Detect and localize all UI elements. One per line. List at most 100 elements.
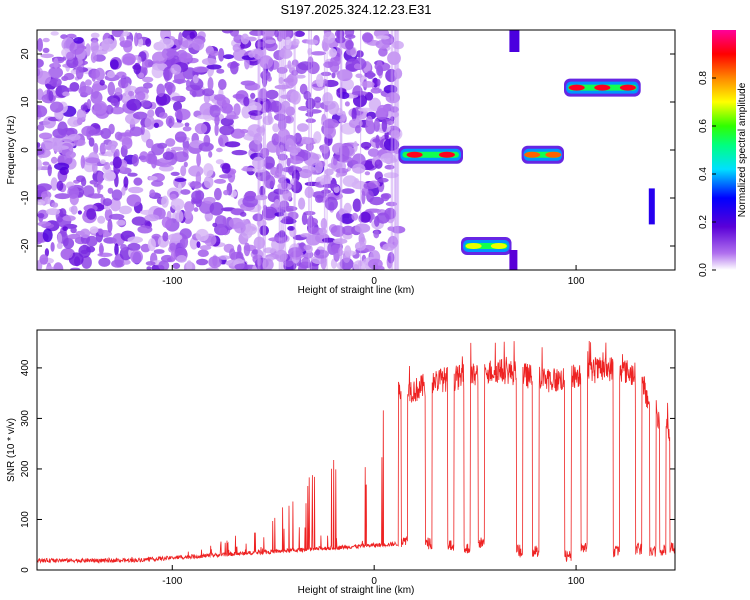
spectrogram-noise-cell xyxy=(86,208,97,220)
spectrogram-noise-cell xyxy=(47,164,52,177)
spectrogram-noise-cell xyxy=(37,183,52,192)
spectrogram-noise-cell xyxy=(298,106,310,111)
spectrogram-noise-cell xyxy=(114,243,119,256)
spectrogram-noise-cell xyxy=(351,212,359,221)
spectrogram-noise-cell xyxy=(192,74,199,84)
spectrogram-noise-cell xyxy=(59,208,67,218)
spectrogram-noise-cell xyxy=(292,38,300,46)
spectrogram-noise-cell xyxy=(193,207,199,212)
spectrogram-noise-cell xyxy=(66,51,74,60)
spectrogram-noise-cell xyxy=(331,72,336,79)
spectrogram-noise-cell xyxy=(363,182,377,190)
spectrogram-noise-cell xyxy=(112,156,122,169)
spectrogram-noise-cell xyxy=(313,131,322,144)
spectrogram-noise-cell xyxy=(189,31,195,39)
spectrogram-noise-cell xyxy=(165,115,175,128)
spectrogram-noise-cell xyxy=(81,255,92,269)
spectrogram-noise-cell xyxy=(165,138,176,147)
spectrogram-noise-cell xyxy=(353,63,362,70)
spectrogram-noise-cell xyxy=(90,32,100,39)
spectrogram-noise-cell xyxy=(104,161,111,170)
spectrogram-noise-cell xyxy=(62,91,70,97)
spectrogram-noise-cell xyxy=(37,58,44,68)
spectrogram-noise-cell xyxy=(37,68,41,77)
y-tick-label: 300 xyxy=(20,410,31,427)
spectrogram-noise-cell xyxy=(341,225,355,236)
spectrogram-noise-cell xyxy=(354,223,371,233)
spectrogram-noise-cell xyxy=(364,171,371,176)
spectrogram-noise-cell xyxy=(267,111,273,125)
spectrogram-noise-cell xyxy=(64,87,76,92)
spectrogram-noise-cell xyxy=(70,267,81,270)
spectrogram-noise-cell xyxy=(194,123,208,135)
spectrogram-streak xyxy=(323,30,326,270)
spectrogram-noise-cell xyxy=(128,90,135,97)
spectrogram-noise-cell xyxy=(188,165,204,177)
snr-x-ticks: -100 0 100 xyxy=(162,565,585,587)
spectrogram-noise-cell xyxy=(250,92,256,99)
spectrogram-noise-cell xyxy=(214,114,220,126)
spectrogram-noise-cell xyxy=(139,151,149,163)
spectrogram-noise-cell xyxy=(207,77,214,91)
spectrogram-noise-cell xyxy=(216,147,223,153)
spectrogram-noise-cell xyxy=(191,190,202,202)
spectrogram-noise-cell xyxy=(93,100,108,115)
spectrogram-noise-cell xyxy=(234,263,250,270)
spectrogram-noise-cell xyxy=(139,209,156,216)
spectrogram-streak xyxy=(262,30,264,270)
y-tick-label: -10 xyxy=(20,190,31,205)
spectrogram-noise-cell xyxy=(85,79,92,86)
spectrogram-noise-cell xyxy=(223,54,234,60)
spectrogram-noise-cell xyxy=(123,176,129,188)
y-tick-label: 10 xyxy=(20,96,31,108)
spectrogram-noise-cell xyxy=(44,248,50,257)
spectrogram-noise-cell xyxy=(111,189,123,201)
spectrogram-streak xyxy=(257,30,259,270)
x-tick-label: -100 xyxy=(162,276,182,287)
spectrogram-noise-cell xyxy=(86,98,92,110)
spectrogram-noise-cell xyxy=(77,210,82,215)
spectrogram-noise-cell xyxy=(110,98,119,106)
spectrogram-noise-cell xyxy=(121,186,126,196)
spectrogram-noise-cell xyxy=(288,156,304,165)
spectrogram-noise-cell xyxy=(102,171,116,182)
spectrogram-noise-cell xyxy=(375,134,380,149)
spectrogram-noise-cell xyxy=(305,97,316,110)
spectrogram-noise-cell xyxy=(327,100,340,115)
spectrogram-noise-cell xyxy=(239,129,249,134)
spectrogram-noise-cell xyxy=(114,87,123,96)
spectrogram-spike xyxy=(509,30,520,52)
spectrogram-noise-cell xyxy=(243,96,250,107)
spectrogram-streak xyxy=(280,30,283,270)
spectrogram-noise-cell xyxy=(67,185,80,199)
spectrogram-noise-cell xyxy=(365,115,373,127)
spectrogram-noise-cell xyxy=(117,78,129,89)
spectrogram-noise-cell xyxy=(99,79,105,86)
spectrogram-streak xyxy=(326,30,328,270)
spectrogram-noise-cell xyxy=(340,213,355,225)
spectrogram-noise-cell xyxy=(323,31,336,44)
spectrogram-noise-cell xyxy=(37,105,48,118)
spectrogram-noise-cell xyxy=(119,132,135,137)
spectrogram-noise-cell xyxy=(56,180,64,191)
spectrogram-noise-cell xyxy=(133,111,148,120)
spectrogram-noise-cell xyxy=(38,132,53,140)
spectrogram-noise-cell xyxy=(99,142,106,155)
spectrogram-noise-cell xyxy=(263,156,275,170)
spectrogram-noise-cell xyxy=(189,77,204,91)
spectrogram-noise-cell xyxy=(303,244,312,251)
spectrogram-noise-cell xyxy=(152,51,168,64)
spectrogram-noise-cell xyxy=(62,215,76,222)
spectrogram-noise-cell xyxy=(137,56,142,64)
spectrogram-noise-cell xyxy=(37,231,44,245)
spectrogram-noise-cell xyxy=(251,249,259,255)
y-tick-label: 20 xyxy=(20,48,31,60)
spectrogram-noise-cell xyxy=(306,39,319,45)
spectrogram-noise-cell xyxy=(175,210,184,223)
spectrogram-noise-cell xyxy=(318,227,327,236)
spectrogram-noise-cell xyxy=(274,199,280,208)
spectrogram-noise-cell xyxy=(40,53,54,59)
spectrogram-noise-cell xyxy=(63,72,75,81)
spectrogram-streak xyxy=(263,30,266,270)
spectrogram-noise-cell xyxy=(341,110,347,122)
